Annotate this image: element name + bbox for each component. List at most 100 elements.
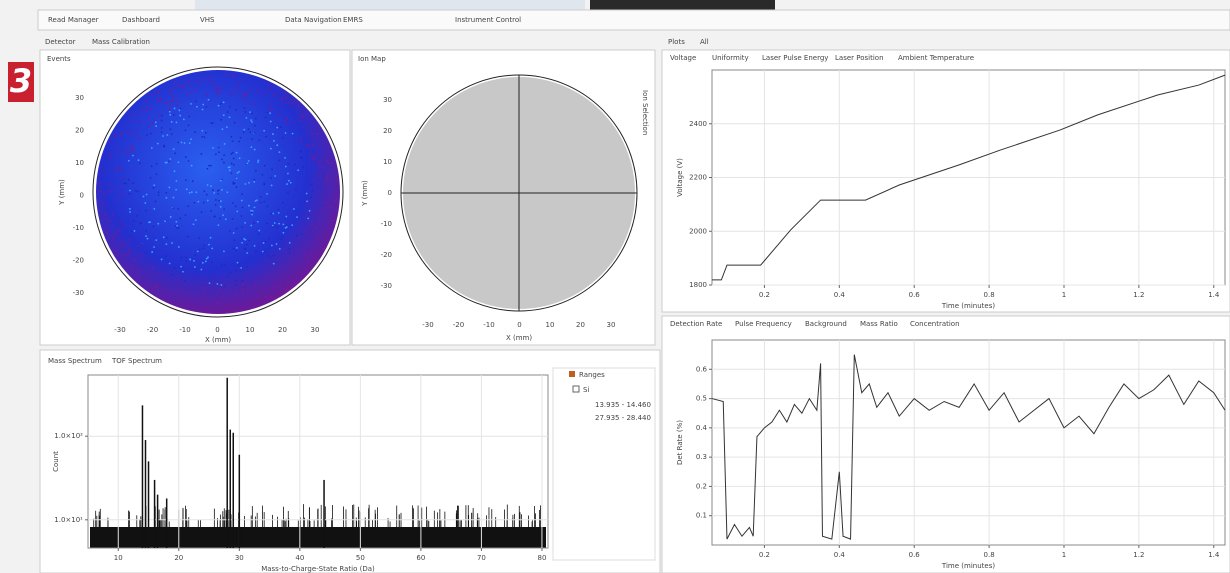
event-dot bbox=[220, 288, 222, 290]
event-dot bbox=[221, 264, 223, 266]
event-dot bbox=[103, 171, 105, 173]
event-dot bbox=[177, 84, 179, 86]
tab[interactable]: Events bbox=[47, 55, 71, 63]
event-dot bbox=[315, 227, 317, 229]
event-dot bbox=[124, 255, 126, 257]
event-dot bbox=[312, 156, 314, 158]
event-dot bbox=[174, 152, 176, 154]
event-dot bbox=[323, 233, 325, 235]
event-dot bbox=[309, 153, 311, 155]
tab[interactable]: TOF Spectrum bbox=[111, 357, 162, 365]
event-dot bbox=[110, 220, 112, 222]
event-dot bbox=[268, 85, 270, 87]
event-dot bbox=[326, 176, 328, 178]
event-dot bbox=[206, 258, 208, 260]
event-dot bbox=[274, 175, 276, 177]
event-dot bbox=[195, 101, 197, 103]
x-tick-label: 1 bbox=[1062, 291, 1066, 299]
event-dot bbox=[336, 180, 338, 182]
nav-tab[interactable]: Read Manager bbox=[48, 16, 99, 24]
y-tick-label: -20 bbox=[73, 257, 84, 265]
nav-tab[interactable]: Data Navigation bbox=[285, 16, 342, 24]
x-tick-label: 0.2 bbox=[759, 291, 770, 299]
event-dot bbox=[273, 255, 275, 257]
tab[interactable]: Detection Rate bbox=[670, 320, 722, 328]
event-dot bbox=[221, 128, 223, 130]
nav-tab[interactable]: Dashboard bbox=[122, 16, 160, 24]
event-dot bbox=[272, 226, 274, 228]
event-dot bbox=[216, 91, 218, 93]
event-dot bbox=[156, 163, 158, 165]
event-dot bbox=[166, 103, 168, 105]
event-dot bbox=[337, 191, 339, 193]
tab[interactable]: Uniformity bbox=[712, 54, 749, 62]
event-dot bbox=[221, 87, 223, 89]
event-dot bbox=[150, 108, 152, 110]
tab[interactable]: All bbox=[700, 38, 709, 46]
event-dot bbox=[242, 288, 244, 290]
event-dot bbox=[263, 93, 265, 95]
tab[interactable]: Mass Spectrum bbox=[48, 357, 102, 365]
tab[interactable]: Plots bbox=[668, 38, 685, 46]
event-dot bbox=[297, 105, 299, 107]
event-dot bbox=[253, 181, 255, 183]
event-dot bbox=[291, 224, 293, 226]
x-tick-label: 1.4 bbox=[1208, 551, 1220, 559]
event-dot bbox=[242, 283, 244, 285]
nav-tab[interactable]: EMRS bbox=[343, 16, 363, 24]
event-dot bbox=[306, 200, 308, 202]
event-dot bbox=[146, 194, 148, 196]
event-dot bbox=[208, 99, 210, 101]
x-tick-label: 0 bbox=[215, 326, 219, 334]
event-dot bbox=[135, 131, 137, 133]
event-dot bbox=[301, 138, 303, 140]
event-dot bbox=[273, 263, 275, 265]
event-dot bbox=[181, 141, 183, 143]
event-dot bbox=[188, 116, 190, 118]
event-dot bbox=[265, 136, 267, 138]
event-dot bbox=[194, 266, 196, 268]
event-dot bbox=[255, 250, 257, 252]
event-dot bbox=[206, 194, 208, 196]
event-dot bbox=[169, 114, 171, 116]
noise-floor bbox=[90, 527, 546, 548]
event-dot bbox=[187, 205, 189, 207]
tab[interactable]: Ion Map bbox=[358, 55, 386, 63]
event-dot bbox=[122, 242, 124, 244]
event-dot bbox=[251, 211, 253, 213]
event-dot bbox=[105, 192, 107, 194]
nav-tab[interactable]: Instrument Control bbox=[455, 16, 521, 24]
event-dot bbox=[205, 261, 207, 263]
event-dot bbox=[198, 237, 200, 239]
event-dot bbox=[202, 104, 204, 106]
event-dot bbox=[237, 172, 239, 174]
tab[interactable]: Concentration bbox=[910, 320, 960, 328]
event-dot bbox=[178, 109, 180, 111]
event-dot bbox=[148, 271, 150, 273]
tab[interactable]: Ambient Temperature bbox=[898, 54, 974, 62]
x-tick-label: -10 bbox=[179, 326, 190, 334]
event-dot bbox=[229, 169, 231, 171]
event-dot bbox=[300, 151, 302, 153]
event-dot bbox=[223, 154, 225, 156]
nav-tab[interactable]: VHS bbox=[200, 16, 215, 24]
event-dot bbox=[177, 278, 179, 280]
x-tick-label: 1.2 bbox=[1133, 551, 1144, 559]
tab[interactable]: Background bbox=[805, 320, 847, 328]
range-element: Si bbox=[583, 386, 589, 394]
event-dot bbox=[158, 191, 160, 193]
event-dot bbox=[276, 243, 278, 245]
tab[interactable]: Mass Ratio bbox=[860, 320, 898, 328]
event-dot bbox=[251, 138, 253, 140]
event-dot bbox=[224, 143, 226, 145]
tab[interactable]: Laser Position bbox=[835, 54, 884, 62]
tab[interactable]: Pulse Frequency bbox=[735, 320, 792, 328]
range-item: 27.935 - 28.440 bbox=[595, 414, 651, 422]
event-dot bbox=[250, 119, 252, 121]
tab[interactable]: Laser Pulse Energy bbox=[762, 54, 828, 62]
event-dot bbox=[226, 126, 228, 128]
tab[interactable]: Mass Calibration bbox=[92, 38, 150, 46]
event-dot bbox=[175, 221, 177, 223]
tab[interactable]: Detector bbox=[45, 38, 76, 46]
tab[interactable]: Voltage bbox=[670, 54, 696, 62]
